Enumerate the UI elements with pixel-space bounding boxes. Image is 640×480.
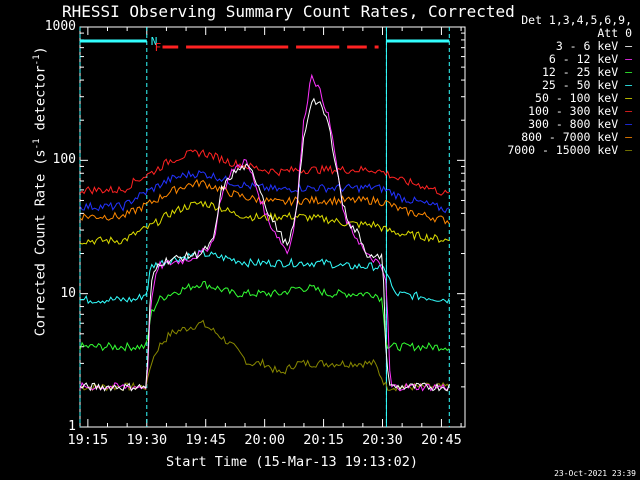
series-line-800to7000kev: [79, 178, 450, 225]
series-line-100to300kev: [79, 149, 450, 196]
series-line-7000to15000kev: [79, 319, 450, 392]
legend-entry-label: 25 - 50 keV: [541, 78, 626, 92]
flare-label: F: [155, 41, 162, 54]
legend-entry-label: 7000 - 15000 keV: [507, 143, 626, 157]
night-label: N: [151, 35, 158, 48]
legend-entry-label: 50 - 100 keV: [535, 91, 626, 105]
legend-entry: 25 - 50 keV —: [542, 78, 632, 92]
legend-detector-line: Det 1,3,4,5,6,9,: [521, 13, 632, 27]
legend-swatch: —: [625, 143, 632, 157]
x-tick-label: 20:45: [421, 432, 462, 448]
legend-swatch: —: [625, 78, 632, 92]
legend-entry: 6 - 12 keV —: [549, 52, 632, 66]
legend-swatch: —: [625, 130, 632, 144]
legend-entry-label: 12 - 25 keV: [541, 65, 626, 79]
x-tick-label: 19:30: [126, 432, 168, 448]
legend-entry: 12 - 25 keV —: [542, 65, 632, 79]
legend-entry-label: 300 - 800 keV: [528, 117, 626, 131]
legend-entry: 50 - 100 keV —: [535, 91, 632, 105]
legend-entry: 7000 - 15000 keV —: [507, 143, 632, 157]
y-tick-label: 1000: [44, 19, 76, 34]
x-tick-label: 20:00: [244, 432, 285, 448]
x-tick-label: 19:45: [185, 432, 227, 448]
y-tick-label: 100: [52, 152, 76, 168]
plot-frame: [79, 26, 466, 428]
legend-entry-label: 6 - 12 keV: [548, 52, 626, 66]
legend-swatch: —: [625, 65, 632, 79]
x-tick-label: 20:30: [362, 432, 403, 448]
legend-swatch: —: [625, 117, 632, 131]
timestamp: 23-Oct-2021 23:39: [554, 469, 636, 478]
y-tick-label: 1: [68, 419, 76, 434]
legend-entry: 300 - 800 keV —: [528, 117, 632, 131]
legend-swatch: —: [625, 104, 632, 118]
legend-attenuator-line: Att 0: [597, 26, 632, 40]
legend-entry: 800 - 7000 keV —: [521, 130, 632, 144]
legend-entry: 3 - 6 keV —: [556, 39, 632, 53]
series-line-25to50kev: [79, 249, 450, 305]
chart-title: RHESSI Observing Summary Count Rates, Co…: [62, 2, 515, 21]
legend-entry-label: 800 - 7000 keV: [521, 130, 626, 144]
legend-entry-label: 3 - 6 keV: [555, 39, 626, 53]
y-tick-label: 10: [60, 285, 76, 301]
series-line-300to800kev: [79, 169, 450, 214]
series-line-50to100kev: [79, 200, 450, 246]
series-line-12to25kev: [79, 280, 450, 352]
legend-entry: 100 - 300 keV —: [528, 104, 632, 118]
x-axis-label: Start Time (15-Mar-13 19:13:02): [166, 454, 418, 470]
series-line-3to6kev: [79, 97, 450, 392]
legend-swatch: —: [625, 39, 632, 53]
legend-entry-label: 100 - 300 keV: [528, 104, 626, 118]
legend-swatch: —: [625, 52, 632, 66]
x-tick-label: 20:15: [303, 432, 344, 448]
legend-swatch: —: [625, 91, 632, 105]
x-tick-label: 19:15: [67, 432, 109, 448]
